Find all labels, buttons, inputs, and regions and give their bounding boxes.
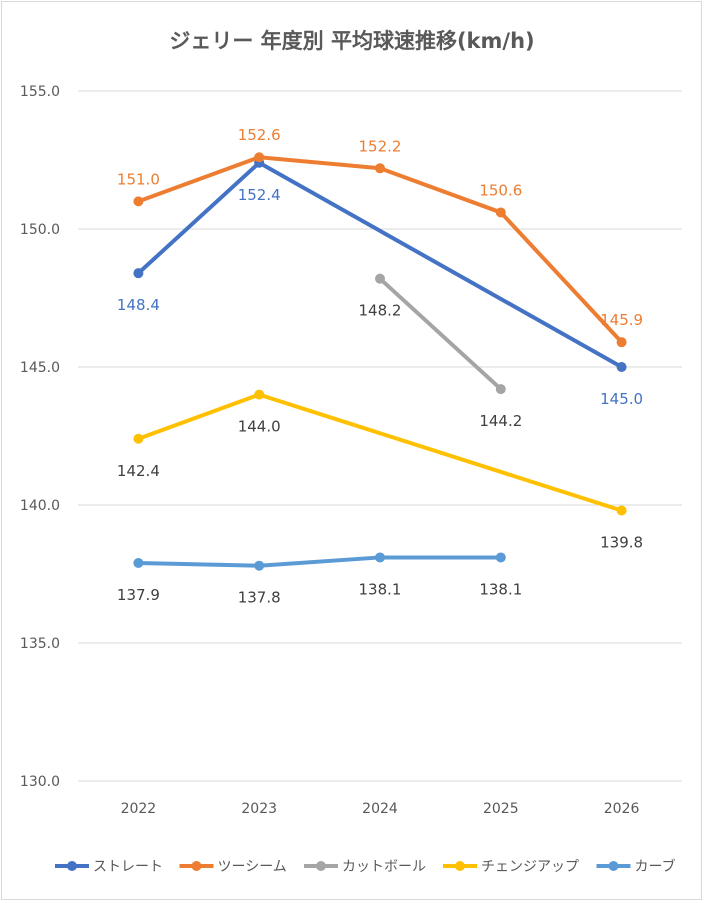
data-point [254, 560, 265, 571]
y-tick-label: 130.0 [20, 774, 60, 790]
legend-item: カットボール [304, 859, 426, 875]
legend-label: カットボール [342, 859, 426, 875]
y-tick-label: 155.0 [20, 84, 60, 100]
legend-item: ストレート [55, 859, 163, 875]
chart-title: ジェリー 年度別 平均球速推移(km/h) [169, 29, 534, 53]
data-point [133, 196, 144, 207]
data-point [616, 362, 627, 372]
data-point [616, 505, 627, 516]
data-label: 139.8 [600, 534, 643, 552]
legend-marker [608, 861, 619, 871]
series-line [378, 276, 503, 392]
data-point [254, 152, 265, 163]
data-label: 151.0 [117, 170, 160, 188]
legend-item: チェンジアップ [443, 859, 579, 875]
data-label: 148.4 [117, 296, 160, 314]
data-label: 144.2 [479, 412, 522, 430]
legend-marker [455, 861, 465, 871]
data-point [133, 557, 144, 568]
x-tick-label: 2023 [241, 801, 277, 817]
data-label: 152.2 [359, 137, 402, 155]
data-point [375, 273, 385, 284]
legend-marker [316, 861, 326, 871]
y-tick-label: 140.0 [20, 498, 60, 514]
data-label: 150.6 [479, 181, 522, 199]
data-point [375, 163, 385, 174]
x-tick-label: 2022 [121, 801, 157, 817]
y-tick-label: 135.0 [20, 636, 60, 652]
data-label: 138.1 [359, 580, 402, 598]
x-tick-label: 2025 [483, 801, 519, 817]
series-line [136, 392, 624, 513]
data-label: 137.9 [117, 586, 160, 604]
legend-item: ツーシーム [179, 859, 287, 875]
data-point [133, 268, 144, 279]
data-label: 137.8 [238, 589, 281, 607]
data-label: 145.9 [600, 311, 643, 329]
data-point [375, 552, 385, 563]
x-tick-label: 2024 [362, 801, 398, 817]
data-label: 152.6 [238, 126, 281, 144]
data-label: 142.4 [117, 462, 160, 480]
data-point [495, 552, 506, 563]
data-point [133, 433, 144, 444]
data-label: 138.1 [479, 580, 522, 598]
data-point [495, 384, 506, 395]
y-tick-label: 145.0 [20, 360, 60, 376]
data-label: 145.0 [600, 390, 643, 408]
legend-label: ストレート [93, 859, 163, 875]
legend-marker [191, 861, 202, 871]
series-line [136, 555, 503, 568]
data-label: 152.4 [238, 186, 281, 204]
legend-marker [67, 861, 77, 871]
data-label: 148.2 [359, 302, 402, 320]
data-point [495, 207, 506, 218]
y-tick-label: 150.0 [20, 222, 60, 238]
legend-item: カーブ [596, 858, 676, 875]
x-tick-label: 2026 [604, 801, 640, 817]
legend-label: ツーシーム [218, 859, 287, 875]
legend-label: カーブ [635, 858, 676, 875]
legend-label: チェンジアップ [481, 859, 579, 875]
data-point [254, 389, 265, 400]
data-label: 144.0 [238, 418, 281, 436]
data-point [616, 337, 627, 348]
